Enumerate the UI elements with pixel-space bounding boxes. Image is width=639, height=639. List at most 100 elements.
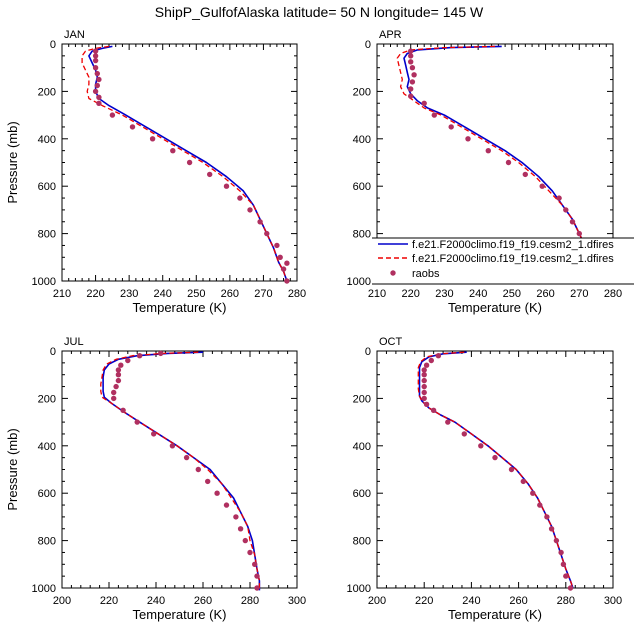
series-line-dashed xyxy=(100,351,261,591)
raobs-point xyxy=(237,526,244,532)
y-tick-label: 600 xyxy=(38,488,56,500)
legend-label: f.e21.F2000climo.f19_f19.cesm2_1.dfires xyxy=(412,253,614,265)
raobs-point xyxy=(408,59,414,65)
x-tick-label: 240 xyxy=(462,595,480,607)
plot-frame xyxy=(61,350,298,589)
raobs-point xyxy=(247,207,253,213)
x-tick-label: 270 xyxy=(254,288,272,300)
raobs-point xyxy=(274,242,280,249)
raobs-point xyxy=(430,407,437,413)
x-tick-label: 270 xyxy=(570,288,588,300)
raobs-point xyxy=(254,573,260,579)
y-tick-label: 200 xyxy=(38,86,56,98)
x-tick-label: 210 xyxy=(53,288,71,300)
raobs-point xyxy=(508,466,515,473)
series-line-dashed xyxy=(417,351,574,589)
y-tick-label: 0 xyxy=(50,346,56,358)
y-axis-title: Pressure (mb) xyxy=(5,428,20,510)
x-tick-label: 200 xyxy=(368,595,386,607)
raobs-point xyxy=(522,171,528,178)
y-tick-label: 800 xyxy=(353,536,371,548)
raobs-point xyxy=(94,70,101,77)
raobs-point xyxy=(214,490,220,496)
raobs-point xyxy=(252,561,258,567)
raobs-point xyxy=(408,48,414,54)
raobs-point xyxy=(539,183,545,189)
raobs-point xyxy=(113,383,119,390)
raobs-point xyxy=(520,478,526,485)
y-tick-label: 0 xyxy=(365,346,371,358)
raobs-point xyxy=(421,372,427,378)
legend: f.e21.F2000climo.f19_f19.cesm2_1.dfiresf… xyxy=(372,237,634,285)
raobs-point xyxy=(115,372,122,378)
y-tick-label: 600 xyxy=(353,488,371,500)
y-tick-label: 1000 xyxy=(32,583,56,595)
plot-frame xyxy=(376,350,614,589)
raobs-point xyxy=(129,124,136,130)
y-tick-label: 800 xyxy=(353,229,371,241)
raobs-point xyxy=(563,207,569,213)
panel-label: JUL xyxy=(64,336,84,348)
figure-title: ShipP_GulfofAlaska latitude= 50 N longit… xyxy=(155,4,484,20)
x-tick-label: 240 xyxy=(469,288,487,300)
y-tick-label: 1000 xyxy=(347,583,371,595)
raobs-point xyxy=(548,526,555,532)
raobs-point xyxy=(169,443,176,449)
raobs-point xyxy=(92,53,99,59)
raobs-point xyxy=(567,585,574,591)
raobs-point xyxy=(461,431,467,437)
raobs-point xyxy=(421,377,427,384)
y-tick-label: 800 xyxy=(38,536,56,548)
x-tick-label: 220 xyxy=(402,288,420,300)
x-tick-label: 220 xyxy=(86,288,104,300)
y-tick-label: 800 xyxy=(38,229,56,241)
raobs-point xyxy=(223,502,230,508)
raobs-point xyxy=(186,159,193,166)
raobs-point xyxy=(408,86,414,92)
raobs-point xyxy=(569,219,576,225)
y-tick-label: 200 xyxy=(38,393,56,405)
raobs-point xyxy=(170,148,176,154)
x-tick-label: 250 xyxy=(503,288,521,300)
raobs-point xyxy=(445,419,451,425)
raobs-point xyxy=(92,88,99,95)
y-tick-label: 400 xyxy=(353,441,371,453)
raobs-point xyxy=(560,561,567,567)
x-tick-label: 240 xyxy=(154,288,172,300)
legend-label: f.e21.F2000climo.f19_f19.cesm2_1.dfires xyxy=(412,239,614,251)
raobs-point xyxy=(280,266,287,272)
raobs-point xyxy=(223,183,230,189)
raobs-point xyxy=(411,72,417,78)
raobs-point xyxy=(242,537,248,544)
raobs-point xyxy=(257,219,263,225)
y-tick-label: 400 xyxy=(38,134,56,146)
x-tick-label: 280 xyxy=(241,595,259,607)
y-tick-label: 0 xyxy=(365,39,371,51)
series-line-solid xyxy=(418,351,574,589)
y-tick-label: 1000 xyxy=(347,276,371,288)
raobs-point xyxy=(544,514,550,520)
x-tick-label: 230 xyxy=(435,288,453,300)
x-axis-title: Temperature (K) xyxy=(448,300,542,315)
raobs-point xyxy=(421,383,427,390)
raobs-point xyxy=(264,230,270,237)
x-tick-label: 220 xyxy=(100,595,118,607)
raobs-point xyxy=(576,230,582,237)
raobs-point xyxy=(408,53,414,59)
x-tick-label: 300 xyxy=(604,595,622,607)
raobs-point xyxy=(109,112,116,118)
raobs-point xyxy=(92,48,99,54)
raobs-point xyxy=(492,454,498,461)
y-tick-label: 200 xyxy=(353,393,371,405)
raobs-point xyxy=(254,585,260,591)
y-tick-label: 400 xyxy=(38,441,56,453)
raobs-point xyxy=(195,466,201,473)
panel-oct: 200 220 240 260 280 300 0 200 400 600 800 1000 OCT Te… xyxy=(347,336,623,622)
raobs-point xyxy=(421,389,427,396)
raobs-point xyxy=(284,260,290,266)
series-line-dashed xyxy=(81,45,288,282)
panel-label: OCT xyxy=(379,336,403,348)
x-tick-label: 230 xyxy=(120,288,138,300)
x-tick-label: 240 xyxy=(147,595,165,607)
